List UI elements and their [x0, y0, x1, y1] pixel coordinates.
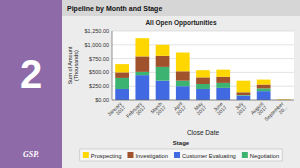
legend-swatch: [242, 152, 248, 158]
bar-segment: [176, 53, 190, 72]
legend-title: Stage: [173, 140, 190, 146]
y-tick-label: $0.00: [95, 97, 109, 103]
text-line: 2017: [215, 104, 227, 116]
background: [0, 0, 300, 168]
annotation: GSP.: [23, 150, 39, 159]
text-line: (Thousands): [73, 50, 79, 81]
x-tick-label: May2017: [192, 100, 208, 116]
legend-label: Negotiation: [250, 153, 279, 159]
text-line: 2017: [155, 104, 167, 116]
text-line: 2017: [175, 104, 187, 116]
x-axis-label: Close Date: [187, 129, 220, 136]
annotation: 2: [20, 52, 42, 96]
header: [62, 0, 300, 16]
y-tick-label: $500.00: [89, 69, 109, 75]
x-tick-label: February2017: [125, 100, 147, 122]
grid-line: [112, 31, 294, 32]
bar-segment: [135, 72, 149, 75]
bar-segment: [135, 38, 149, 56]
text-line: 20...: [277, 104, 288, 115]
bar-segment: [115, 78, 129, 89]
bar-segment: [156, 56, 170, 67]
bar-segment: [176, 86, 190, 100]
subtitle: All Open Opportunities: [145, 19, 217, 27]
bar-segment: [216, 83, 230, 88]
chart: 2 GSP. Pipeline by Month and Stage All Open…: [0, 0, 300, 168]
bar-segment: [176, 71, 190, 80]
x-tick-label: March2017: [149, 100, 167, 118]
bar-segment: [115, 72, 129, 78]
bar-segment: [216, 70, 230, 77]
bar-segment: [196, 77, 210, 84]
bar-segment: [156, 81, 170, 100]
text-line: 2017: [195, 104, 207, 116]
y-axis-label: Sum of Amount(Thousands): [67, 46, 79, 84]
bar-segment: [257, 91, 271, 100]
bar-segment: [237, 96, 251, 100]
bar-segment: [196, 89, 210, 100]
legend-label: Customer Evaluating: [182, 153, 236, 159]
legend: Prospecting Investigation Customer Evaluat…: [83, 152, 279, 159]
grid-line: [112, 100, 294, 101]
bar-segment: [257, 88, 271, 91]
bar-segment: [176, 81, 190, 87]
y-tick-label: $1,250.00: [85, 28, 109, 34]
y-tick-label: $750.00: [89, 56, 109, 62]
title: Pipeline by Month and Stage: [67, 5, 162, 13]
x-axis: [112, 100, 294, 101]
bar-segment: [216, 77, 230, 83]
legend-label: Investigation: [135, 153, 168, 159]
legend-swatch: [174, 152, 180, 158]
y-tick-label: $250.00: [89, 83, 109, 89]
legend-label: Prospecting: [91, 153, 122, 159]
legend-frame: [80, 149, 282, 161]
bar-segment: [115, 89, 129, 100]
x-tick-label: June2017: [212, 100, 228, 116]
bars: [115, 38, 291, 100]
bar-segment: [237, 92, 251, 95]
bar-segment: [257, 80, 271, 85]
bar-segment: [156, 45, 170, 56]
text-line: 2017: [236, 104, 248, 116]
x-tick-label: April2017: [171, 100, 187, 116]
bar-segment: [257, 85, 271, 89]
bar-segment: [115, 64, 129, 72]
legend-swatch: [127, 152, 133, 158]
bar-segment: [135, 56, 149, 71]
bar-segment: [237, 81, 251, 93]
x-tick-label: January2017: [106, 100, 127, 121]
x-tick-label: September20...: [263, 100, 288, 125]
legend-swatch: [83, 152, 89, 158]
y-axis: [112, 31, 113, 100]
text-line: 2017: [135, 104, 147, 116]
y-tick-label: $1,000.00: [85, 42, 109, 48]
bar-segment: [196, 84, 210, 89]
plot-area: [112, 31, 294, 100]
x-tick-label: July2017: [232, 100, 248, 116]
bar-segment: [156, 67, 170, 81]
side-panel: [0, 0, 62, 168]
bar-segment: [196, 70, 210, 77]
bar-segment: [135, 75, 149, 100]
bar-segment: [216, 88, 230, 100]
